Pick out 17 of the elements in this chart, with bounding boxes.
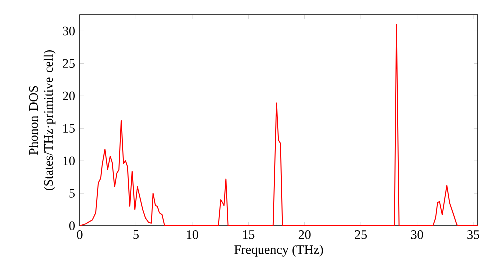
x-tick-label: 15 [243,230,255,240]
x-tick-label: 0 [77,230,83,240]
x-axis-title: Frequency (THz) [234,245,324,257]
y-axis-title: Phonon DOS (States/THz·primitive cell) [29,50,56,190]
y-tick-label: 15 [64,124,75,133]
x-tick-label: 20 [298,230,311,240]
x-tick-label: 25 [355,230,368,240]
y-tick-label: 20 [63,92,75,101]
y-tick-label: 5 [70,189,75,198]
y-tick-label: 0 [70,222,75,230]
x-tick-label: 35 [468,230,480,240]
y-tick-label: 30 [63,26,75,36]
x-tick-label: 30 [411,230,424,240]
x-tick-label: 10 [187,230,198,240]
y-tick-label: 25 [63,59,75,68]
y-tick-label: 10 [64,156,75,166]
x-tick-label: 5 [134,230,139,240]
